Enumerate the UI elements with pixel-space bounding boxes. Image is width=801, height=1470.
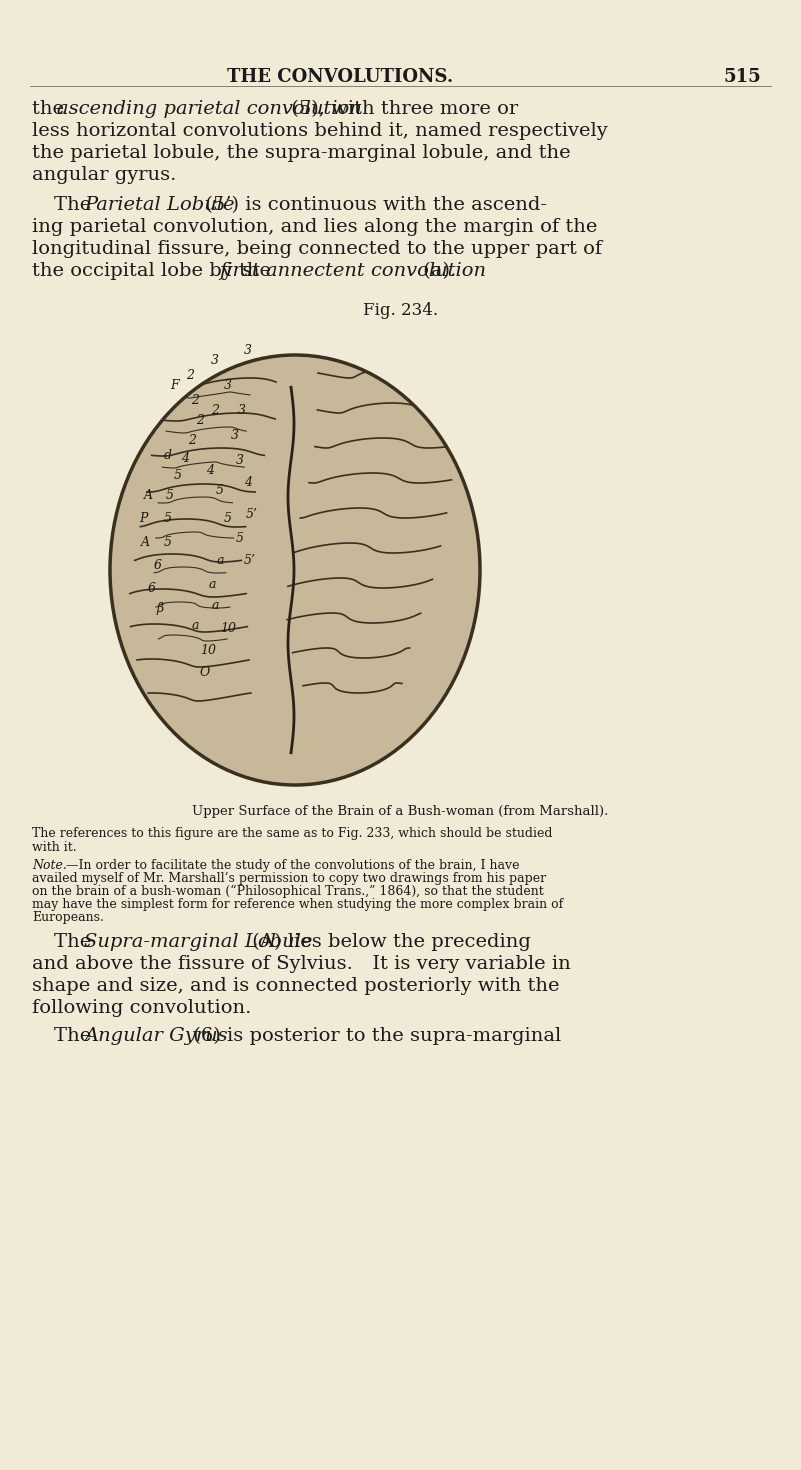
Text: O: O: [200, 666, 210, 679]
Text: 5: 5: [164, 512, 172, 525]
Text: less horizontal convolutions behind it, named respectively: less horizontal convolutions behind it, …: [32, 122, 608, 140]
Text: 3: 3: [211, 353, 219, 366]
Text: shape and size, and is connected posteriorly with the: shape and size, and is connected posteri…: [32, 978, 560, 995]
Text: (a).: (a).: [417, 262, 457, 279]
Text: and above the fissure of Sylvius. It is very variable in: and above the fissure of Sylvius. It is …: [32, 956, 571, 973]
Text: The: The: [54, 196, 98, 215]
Text: with it.: with it.: [32, 841, 77, 854]
Text: first annectent convolution: first annectent convolution: [219, 262, 486, 279]
Ellipse shape: [110, 354, 480, 785]
Text: 5’: 5’: [244, 554, 256, 566]
Text: Europeans.: Europeans.: [32, 911, 104, 925]
Text: 3: 3: [236, 454, 244, 466]
Text: may have the simplest form for reference when studying the more complex brain of: may have the simplest form for reference…: [32, 898, 563, 911]
Text: a: a: [216, 554, 223, 566]
Text: ascending parietal convolution: ascending parietal convolution: [57, 100, 362, 118]
Text: The: The: [54, 1028, 98, 1045]
Text: 2: 2: [211, 403, 219, 416]
Text: β: β: [156, 601, 163, 614]
Text: 2: 2: [196, 413, 204, 426]
Text: 4: 4: [206, 463, 214, 476]
Text: A: A: [140, 535, 150, 548]
Text: Parietal Lobule: Parietal Lobule: [84, 196, 235, 215]
Text: on the brain of a bush-woman (“Philosophical Trans.,” 1864), so that the student: on the brain of a bush-woman (“Philosoph…: [32, 885, 544, 898]
Text: 515: 515: [723, 68, 761, 87]
Text: 5: 5: [236, 532, 244, 544]
Text: Fig. 234.: Fig. 234.: [363, 301, 438, 319]
Text: 2: 2: [188, 434, 196, 447]
Text: the parietal lobule, the supra-marginal lobule, and the: the parietal lobule, the supra-marginal …: [32, 144, 570, 162]
Text: 3: 3: [224, 378, 232, 391]
Text: the occipital lobe by the: the occipital lobe by the: [32, 262, 277, 279]
Text: Angular Gyrus: Angular Gyrus: [84, 1028, 227, 1045]
Text: 5: 5: [174, 469, 182, 482]
Text: ing parietal convolution, and lies along the margin of the: ing parietal convolution, and lies along…: [32, 218, 598, 237]
Text: 4: 4: [244, 475, 252, 488]
Text: 5’: 5’: [246, 507, 258, 520]
Text: 3: 3: [231, 428, 239, 441]
Text: 5: 5: [224, 512, 232, 525]
Text: the: the: [32, 100, 70, 118]
Text: 5: 5: [166, 488, 174, 501]
Text: longitudinal fissure, being connected to the upper part of: longitudinal fissure, being connected to…: [32, 240, 602, 259]
Text: THE CONVOLUTIONS.: THE CONVOLUTIONS.: [227, 68, 453, 87]
Text: a: a: [191, 619, 199, 632]
Text: The references to this figure are the same as to Fig. 233, which should be studi: The references to this figure are the sa…: [32, 828, 553, 839]
Text: 3: 3: [244, 344, 252, 357]
Text: Note.: Note.: [32, 858, 66, 872]
Text: 5: 5: [164, 535, 172, 548]
Text: d: d: [164, 448, 172, 462]
Text: a: a: [208, 578, 215, 591]
Text: 4: 4: [181, 451, 189, 465]
Text: A: A: [143, 488, 152, 501]
Text: 2: 2: [191, 394, 199, 407]
Text: P: P: [139, 512, 147, 525]
Text: angular gyrus.: angular gyrus.: [32, 166, 176, 184]
Text: 3: 3: [238, 403, 246, 416]
Text: F: F: [171, 378, 179, 391]
Text: (A) lies below the preceding: (A) lies below the preceding: [246, 933, 531, 951]
Text: (6) is posterior to the supra-marginal: (6) is posterior to the supra-marginal: [187, 1028, 562, 1045]
Text: 6: 6: [154, 559, 162, 572]
Text: availed myself of Mr. Marshall’s permission to copy two drawings from his paper: availed myself of Mr. Marshall’s permiss…: [32, 872, 546, 885]
Text: 10: 10: [200, 644, 216, 657]
Text: The: The: [54, 933, 98, 951]
Text: following convolution.: following convolution.: [32, 1000, 252, 1017]
Text: 5: 5: [216, 484, 224, 497]
Text: 2: 2: [186, 369, 194, 382]
Text: Upper Surface of the Brain of a Bush-woman (from Marshall).: Upper Surface of the Brain of a Bush-wom…: [192, 806, 609, 817]
Text: 6: 6: [148, 582, 156, 594]
Text: 10: 10: [220, 622, 236, 635]
Text: (5’) is continuous with the ascend-: (5’) is continuous with the ascend-: [199, 196, 547, 215]
Text: a: a: [211, 598, 219, 612]
Text: (5), with three more or: (5), with three more or: [285, 100, 518, 118]
Text: —In order to facilitate the study of the convolutions of the brain, I have: —In order to facilitate the study of the…: [66, 858, 520, 872]
Text: Supra-marginal Lobule: Supra-marginal Lobule: [84, 933, 312, 951]
